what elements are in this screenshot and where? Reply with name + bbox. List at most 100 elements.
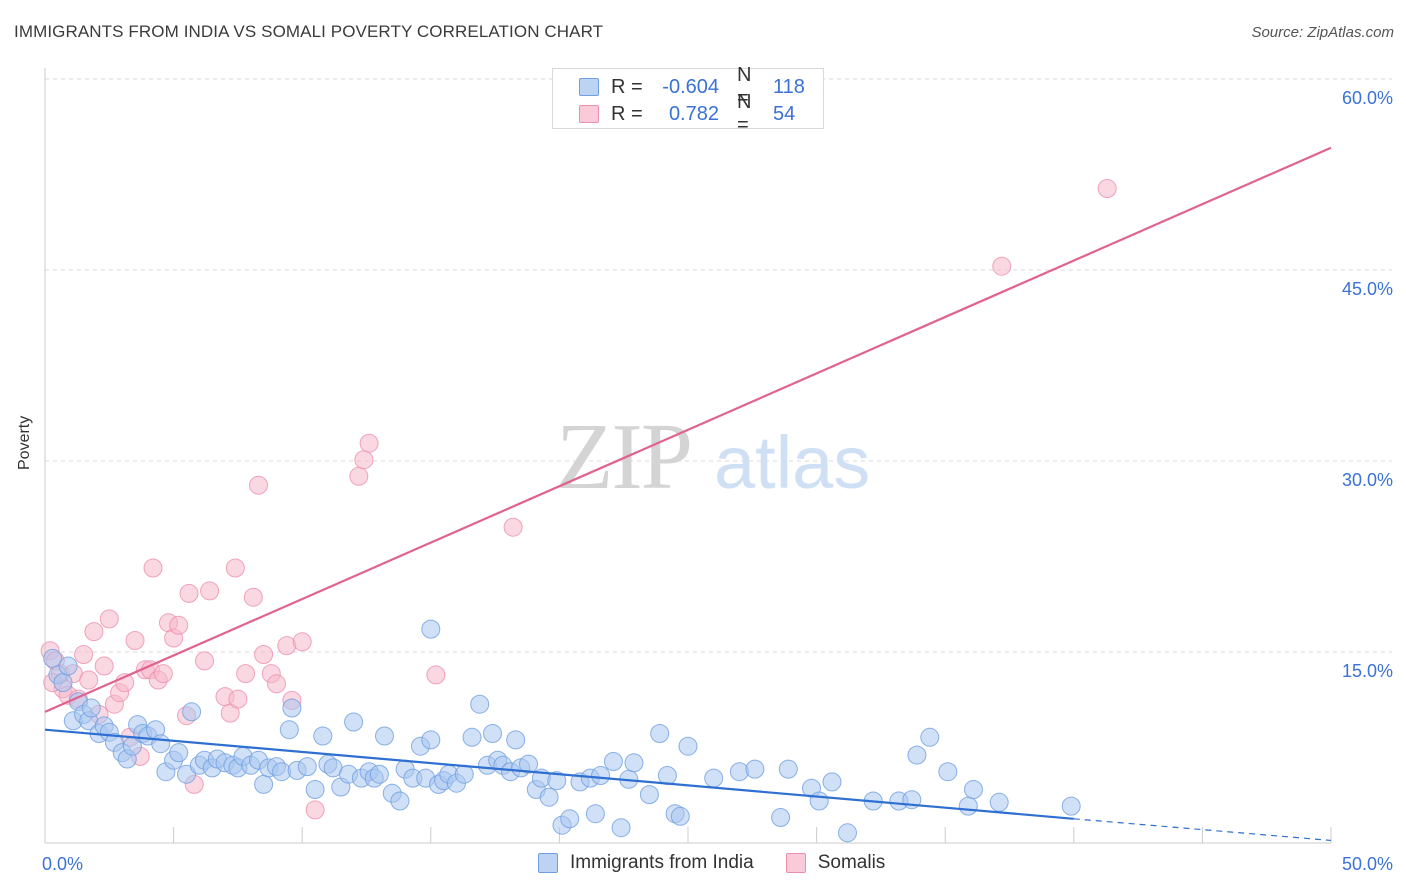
somalis-point (236, 664, 256, 684)
x-tick-label: 0.0% (42, 854, 83, 874)
n-label: N = (737, 64, 752, 109)
somalis-point (267, 674, 286, 694)
india-point (657, 766, 677, 785)
legend-stats: R = -0.604 N = 118 R = 0.782 N = 54 (552, 64, 824, 136)
india-point (151, 734, 171, 754)
r-label: R = (611, 75, 643, 98)
chart-title: IMMIGRANTS FROM INDIA VS SOMALI POVERTY … (14, 22, 604, 41)
somalis-point (225, 558, 245, 578)
legend-series: Immigrants from India Somalis (538, 852, 917, 874)
india-point (838, 823, 857, 843)
somalis-point (359, 433, 379, 453)
india-point (989, 792, 1009, 812)
india-point (454, 764, 474, 784)
india-point (375, 726, 394, 746)
india-point (282, 698, 302, 718)
n-label: N = (737, 91, 752, 136)
x-tick-label: 50.0% (1342, 854, 1393, 874)
n-value: 54 (773, 102, 796, 125)
india-point (81, 698, 101, 718)
india-point (771, 808, 791, 827)
somalis-point (228, 689, 248, 709)
tick-labels: 15.0% 30.0% 45.0% 60.0% 0.0% 50.0% (42, 88, 1393, 874)
india-point (964, 780, 983, 799)
y-axis-label: Poverty (16, 415, 33, 470)
india-point (920, 727, 940, 747)
india-trend-line (44, 728, 1074, 820)
india-point (182, 702, 202, 722)
somalis-point (305, 800, 325, 820)
legend-item-india[interactable]: Immigrants from India (538, 852, 754, 874)
india-point (369, 764, 389, 784)
india-point (539, 787, 559, 807)
india-point (704, 768, 724, 788)
grid-lines (45, 78, 1392, 653)
somalis-point (179, 583, 199, 603)
india-point (344, 712, 364, 732)
india-point (483, 724, 502, 743)
r-label: R = (611, 102, 643, 125)
india-point (591, 766, 611, 785)
india-point (421, 730, 441, 750)
r-value: 0.782 (668, 102, 719, 125)
india-point (313, 726, 333, 746)
somalis-point (200, 581, 220, 601)
axes (44, 68, 1332, 844)
y-tick-label: 45.0% (1342, 279, 1393, 299)
legend-swatch-blue (538, 853, 558, 873)
somalis-trend-line (44, 146, 1332, 713)
somalis-point (74, 645, 94, 664)
india-point (958, 796, 978, 816)
india-point (809, 791, 829, 811)
india-point (462, 727, 482, 747)
india-point (639, 785, 659, 805)
legend-swatch-blue (579, 78, 599, 96)
somalis-point (1097, 179, 1117, 198)
somalis-point (169, 615, 189, 635)
somalis-point (503, 517, 523, 537)
india-point (729, 762, 749, 782)
india-point (254, 774, 274, 794)
india-point (745, 759, 765, 779)
somalis-point (99, 609, 119, 629)
somalis-point (292, 632, 312, 652)
somalis-point (125, 631, 145, 650)
india-point (938, 762, 958, 782)
r-value: -0.604 (662, 75, 719, 98)
india-point (670, 806, 690, 826)
somalis-point (254, 645, 274, 664)
india-point (305, 780, 325, 799)
india-point (58, 656, 78, 676)
somalis-point (84, 622, 104, 642)
india-point (678, 736, 698, 756)
somalis-point (349, 466, 369, 486)
somalis-point (992, 256, 1012, 276)
india-point (778, 759, 798, 779)
india-point (421, 619, 441, 639)
somalis-point (426, 665, 446, 685)
source-credit: Source: ZipAtlas.com (1251, 24, 1394, 41)
legend-item-somalis[interactable]: Somalis (785, 852, 885, 874)
legend-label-india: Immigrants from India (570, 852, 754, 873)
india-point (390, 791, 410, 811)
y-tick-label: 60.0% (1342, 88, 1393, 108)
india-point (1061, 796, 1081, 816)
y-tick-label: 15.0% (1342, 661, 1393, 681)
india-point (650, 724, 670, 743)
n-value: 118 (773, 75, 805, 98)
india-point (279, 720, 299, 740)
india-point (907, 745, 927, 765)
india-point (53, 673, 73, 693)
somalis-point (249, 475, 268, 495)
legend-swatch-pink (785, 853, 806, 873)
watermark: ZIP atlas (556, 405, 870, 509)
india-point (547, 771, 567, 791)
somalis-point (153, 664, 173, 684)
india-point (470, 694, 490, 714)
india-point (519, 754, 538, 774)
watermark-atlas: atlas (714, 421, 870, 504)
india-point (585, 804, 605, 824)
india-point (560, 809, 580, 829)
india-point (603, 752, 623, 771)
